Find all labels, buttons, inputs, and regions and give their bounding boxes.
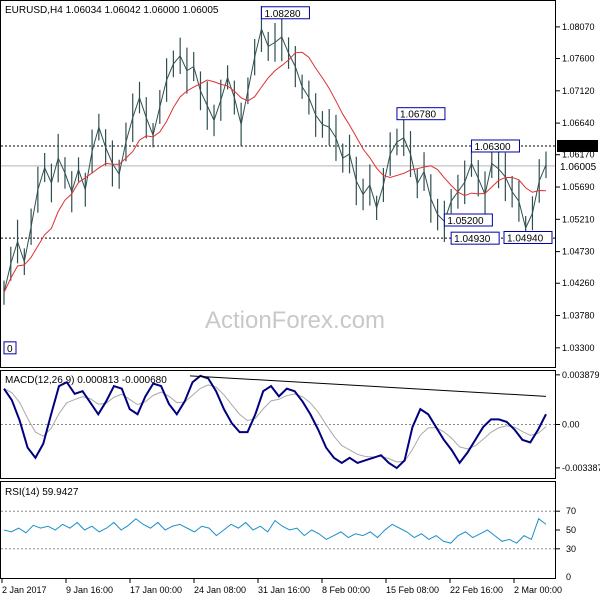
- price-annotation-box: [3, 341, 17, 355]
- price-annotation-box: [470, 139, 520, 153]
- rsi-panel: [0, 481, 556, 579]
- x-tick-label: 15 Feb 08:00: [386, 585, 439, 595]
- rsi-tick-label: 70: [566, 506, 576, 516]
- level-tag-bg: [557, 139, 598, 152]
- price-annotation-box: [443, 213, 493, 227]
- moving-average-line: [3, 51, 547, 293]
- price-annotation-box: [503, 230, 553, 244]
- rsi-tick-label: 0: [566, 572, 571, 582]
- current-price-tag: 1.06005: [560, 162, 597, 173]
- price-line: [3, 27, 547, 293]
- price-tick-label: 1.03780: [562, 311, 595, 321]
- macd-title: MACD(12,26,9) 0.000813 -0.000680: [5, 375, 167, 386]
- price-tick-label: 1.04260: [562, 278, 595, 288]
- price-annotation: 1.04940: [507, 233, 544, 244]
- x-tick-label: 31 Jan 16:00: [258, 585, 310, 595]
- watermark: ActionForex.com: [205, 307, 385, 334]
- price-annotation: 1.04930: [454, 234, 491, 245]
- price-tick-label: 1.05690: [562, 182, 595, 192]
- price-tick-label: 1.03300: [562, 343, 595, 353]
- price-tick-label: 1.08070: [562, 22, 595, 32]
- price-annotation: 0: [7, 344, 13, 355]
- x-tick-label: 9 Jan 16:00: [66, 585, 113, 595]
- rsi-line: [3, 517, 547, 544]
- x-tick-label: 8 Feb 00:00: [322, 585, 370, 595]
- macd-tick-label: 0.00: [562, 420, 580, 430]
- macd-signal-line: [3, 384, 547, 463]
- price-tick-label: 1.07120: [562, 86, 595, 96]
- rsi-title: RSI(14) 59.9427: [5, 487, 79, 498]
- price-annotation: 1.06300: [474, 142, 511, 153]
- price-tick-label: 1.07600: [562, 54, 595, 64]
- rsi-tick-label: 50: [566, 525, 576, 535]
- macd-tick-label: -0.003387: [562, 463, 600, 473]
- price-annotation-box: [396, 107, 446, 121]
- price-tick-label: 1.06640: [562, 118, 595, 128]
- price-title: EURUSD,H4 1.06034 1.06042 1.06000 1.0600…: [5, 5, 219, 16]
- level-tag: 1.06300: [560, 142, 597, 153]
- x-tick-label: 2 Jan 2017: [2, 585, 47, 595]
- macd-trendline: [189, 375, 547, 397]
- price-tick-label: 1.05210: [562, 214, 595, 224]
- x-tick-label: 17 Jan 00:00: [130, 585, 182, 595]
- price-tick-label: 1.04730: [562, 247, 595, 257]
- x-tick-label: 22 Feb 16:00: [450, 585, 503, 595]
- macd-tick-label: 0.003879: [562, 370, 600, 380]
- current-price-tag-bg: [557, 159, 598, 172]
- macd-line: [3, 374, 547, 470]
- price-annotation-box: [260, 6, 310, 20]
- price-annotation-box: [450, 231, 500, 245]
- rsi-tick-label: 30: [566, 544, 576, 554]
- price-annotation: 1.06780: [400, 110, 437, 121]
- price-annotation: 1.08280: [264, 9, 301, 20]
- x-tick-label: 2 Mar 00:00: [514, 585, 562, 595]
- price-annotation: 1.05200: [447, 216, 484, 227]
- x-tick-label: 24 Jan 08:00: [194, 585, 246, 595]
- price-tick-label: 1.06170: [562, 150, 595, 160]
